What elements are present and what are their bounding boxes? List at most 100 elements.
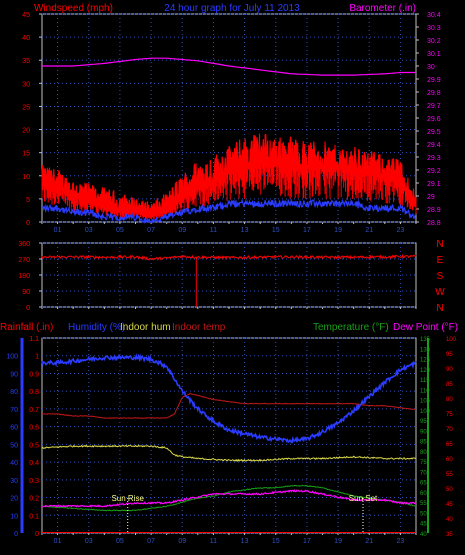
temp-tick-label: 100: [420, 409, 431, 415]
y-tick-label: 25: [22, 104, 30, 111]
legend-humidity: Humidity (%): [68, 322, 125, 333]
dew-tick-label: 50: [446, 487, 453, 493]
y-tick-label: 10: [22, 174, 30, 181]
humidity-tick-label: 30: [10, 478, 18, 485]
y2-tick-label: 30.2: [427, 38, 441, 45]
humidity-tick-label: 20: [10, 496, 18, 503]
y2-tick-label: 28.8: [427, 220, 441, 227]
temp-tick-label: 50: [420, 511, 427, 517]
temp-tick-label: 115: [420, 378, 430, 384]
compass-label: E: [437, 255, 444, 266]
x-tick-label: 23: [397, 538, 405, 545]
x-tick-label: 03: [85, 538, 93, 545]
y2-tick-label: 29.5: [427, 129, 441, 136]
y2-tick-label: 29.8: [427, 90, 441, 97]
temp-tick-label: 80: [420, 450, 427, 456]
series-temperature: [41, 484, 416, 512]
humidity-tick-label: 50: [10, 442, 18, 449]
x-tick-label: 17: [303, 538, 311, 545]
compass-label: N: [436, 239, 443, 250]
dew-tick-label: 95: [446, 352, 453, 358]
windspeed-axis-label: Windspeed (mph): [34, 3, 113, 14]
x-tick-label: 01: [54, 538, 62, 545]
series-dew-point: [41, 489, 417, 508]
y2-tick-label: 30.1: [427, 51, 441, 58]
x-tick-label: 21: [365, 538, 373, 545]
rain-tick-label: 0.3: [29, 478, 39, 485]
x-tick-label: 07: [147, 227, 155, 234]
x-tick-label: 03: [85, 227, 93, 234]
y2-tick-label: 29.1: [427, 181, 441, 188]
rain-tick-label: 1.1: [29, 336, 39, 343]
dew-tick-label: 45: [446, 502, 453, 508]
y2-tick-label: 29.4: [427, 142, 441, 149]
series-indoor-temp: [41, 392, 417, 419]
dew-tick-label: 70: [446, 427, 453, 433]
y-tick-label: 45: [22, 12, 30, 19]
wind-barometer-panel: 01 03 05 07 09 11 13 15 17 19 21 230510152025303540…: [22, 12, 441, 234]
temp-tick-label: 135: [420, 337, 431, 343]
compass-label: S: [437, 271, 444, 282]
humidity-tick-label: 70: [10, 407, 18, 414]
dew-tick-label: 80: [446, 397, 453, 403]
temp-tick-label: 95: [420, 419, 427, 425]
humidity-tick-label: 80: [10, 389, 18, 396]
humidity-tick-label: 100: [6, 354, 18, 361]
y-tick-label: 90: [22, 289, 30, 296]
x-tick-label: 19: [334, 538, 342, 545]
y2-tick-label: 29.3: [427, 155, 441, 162]
series-wind-gust: [41, 133, 417, 218]
temp-tick-label: 130: [420, 347, 431, 353]
x-tick-label: 09: [178, 227, 186, 234]
rain-tick-label: 0.6: [29, 425, 39, 432]
y2-tick-label: 30.4: [427, 12, 441, 19]
temp-tick-label: 105: [420, 399, 431, 405]
y-tick-label: 0: [26, 305, 30, 312]
rain-tick-label: 0.8: [29, 389, 39, 396]
rain-tick-label: 0.1: [29, 513, 39, 520]
compass-label: N: [436, 303, 443, 314]
temp-tick-label: 60: [420, 491, 427, 497]
chart-title: 24 hour graph for July 11 2013: [164, 3, 300, 14]
x-tick-label: 05: [116, 538, 124, 545]
legend-temperature: Temperature (°F): [313, 322, 389, 333]
y-tick-label: 20: [22, 128, 30, 135]
y2-tick-label: 29.6: [427, 116, 441, 123]
y-tick-label: 360: [18, 241, 30, 248]
x-tick-label: 21: [365, 227, 373, 234]
y2-tick-label: 29.9: [427, 77, 441, 84]
x-tick-label: 11: [210, 538, 217, 545]
y2-tick-label: 30.3: [427, 25, 441, 32]
dew-tick-label: 55: [446, 472, 453, 478]
x-tick-label: 05: [116, 227, 124, 234]
sunrise-label: Sun Rise: [111, 494, 144, 503]
rainfall-axis-label: Rainfall (.in): [0, 322, 53, 333]
legend-indoor-hum: Indoor hum: [120, 322, 171, 333]
series-indoor-hum: [41, 444, 417, 462]
rain-tick-label: 0.5: [29, 442, 39, 449]
rain-tick-label: 0.4: [29, 460, 39, 467]
temp-tick-label: 125: [420, 358, 431, 364]
dew-tick-label: 65: [446, 442, 453, 448]
compass-label: W: [435, 287, 445, 298]
temp-tick-label: 65: [420, 481, 427, 487]
y2-tick-label: 29.7: [427, 103, 441, 110]
y2-tick-label: 30: [427, 64, 435, 71]
dew-tick-label: 100: [446, 337, 457, 343]
x-tick-label: 15: [272, 538, 280, 545]
wind-direction-panel: 0 N 90 W 180 S 270 E 360 N: [18, 239, 445, 314]
y-tick-label: 270: [18, 257, 30, 264]
x-tick-label: 13: [241, 227, 249, 234]
plot-frame: [41, 337, 417, 534]
series-barometer: [42, 57, 416, 76]
x-tick-label: 15: [272, 227, 280, 234]
y-tick-label: 0: [26, 220, 30, 227]
x-tick-label: 07: [147, 538, 155, 545]
sunset-label: Sun Set: [349, 494, 378, 503]
y-tick-label: 40: [22, 35, 30, 42]
x-tick-label: 01: [54, 227, 62, 234]
humidity-temperature-panel: 01 03 05 07 09 11 13 15 17 19 21 2300.10.20.30.40.5…: [6, 336, 456, 545]
plot-frame: [41, 13, 417, 223]
